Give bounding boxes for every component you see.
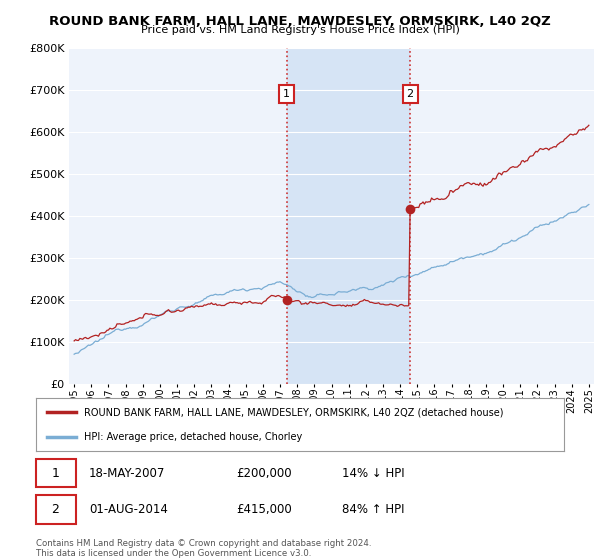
Text: 1: 1 xyxy=(283,89,290,99)
Text: 2: 2 xyxy=(52,503,59,516)
Text: Contains HM Land Registry data © Crown copyright and database right 2024.
This d: Contains HM Land Registry data © Crown c… xyxy=(36,539,371,558)
FancyBboxPatch shape xyxy=(36,459,76,487)
Text: 14% ↓ HPI: 14% ↓ HPI xyxy=(342,466,405,479)
Text: HPI: Average price, detached house, Chorley: HPI: Average price, detached house, Chor… xyxy=(83,432,302,442)
Text: £200,000: £200,000 xyxy=(236,466,292,479)
Text: Price paid vs. HM Land Registry's House Price Index (HPI): Price paid vs. HM Land Registry's House … xyxy=(140,25,460,35)
Text: £415,000: £415,000 xyxy=(236,503,292,516)
FancyBboxPatch shape xyxy=(36,495,76,524)
Text: 1: 1 xyxy=(52,466,59,479)
Bar xyxy=(287,48,410,384)
Text: 84% ↑ HPI: 84% ↑ HPI xyxy=(342,503,405,516)
Text: 18-MAY-2007: 18-MAY-2007 xyxy=(89,466,165,479)
Text: ROUND BANK FARM, HALL LANE, MAWDESLEY, ORMSKIRK, L40 2QZ (detached house): ROUND BANK FARM, HALL LANE, MAWDESLEY, O… xyxy=(83,408,503,418)
Text: 2: 2 xyxy=(407,89,413,99)
Text: ROUND BANK FARM, HALL LANE, MAWDESLEY, ORMSKIRK, L40 2QZ: ROUND BANK FARM, HALL LANE, MAWDESLEY, O… xyxy=(49,15,551,27)
Text: 01-AUG-2014: 01-AUG-2014 xyxy=(89,503,167,516)
